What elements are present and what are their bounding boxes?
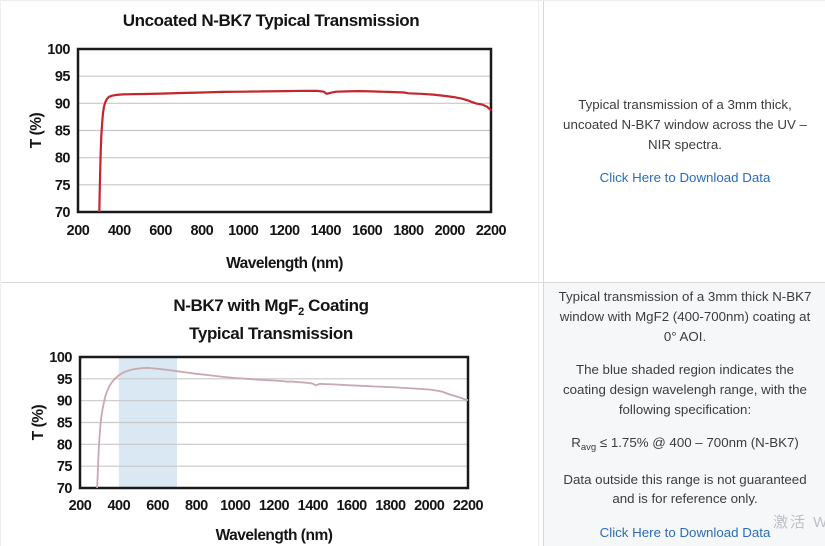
- transmission-curve: [96, 366, 469, 489]
- plot-border: [76, 47, 493, 214]
- y-tick-label: 95: [57, 372, 73, 388]
- y-tick-label: 90: [57, 394, 73, 410]
- coated-description: Typical transmission of a 3mm thick N-BK…: [558, 289, 812, 344]
- uncoated-description: Typical transmission of a 3mm thick, unc…: [563, 97, 807, 152]
- chart-panel-uncoated: Uncoated N-BK7 Typical Transmission 200 4…: [1, 1, 538, 282]
- x-tick-label: 600: [149, 223, 172, 239]
- uncoated-chart-title: Uncoated N-BK7 Typical Transmission: [122, 11, 420, 30]
- x-axis-label: Wavelength (nm): [216, 527, 333, 544]
- plot-border: [78, 355, 470, 490]
- x-tick-label: 200: [69, 498, 92, 514]
- coated-chart-title-line1: N-BK7 with MgF2 Coating: [173, 296, 369, 318]
- activate-windows-watermark: 激活 W: [773, 514, 825, 531]
- subscript-2: 2: [298, 306, 304, 318]
- y-tick-label: 70: [57, 481, 73, 497]
- transmission-curve: [98, 89, 492, 213]
- y-tick-label: 95: [55, 69, 71, 85]
- x-tick-label: 400: [107, 498, 130, 514]
- coating-spec-line: Ravg ≤ 1.75% @ 400 – 700nm (N-BK7): [571, 435, 799, 454]
- y-tick-label: 100: [47, 42, 70, 58]
- vertical-divider-inner: [538, 1, 539, 546]
- y-tick-label: 100: [49, 350, 72, 366]
- x-tick-label: 2200: [476, 223, 507, 239]
- vertical-divider: [543, 1, 544, 546]
- y-axis-label: T (%): [28, 112, 45, 148]
- y-tick-label: 90: [55, 96, 71, 112]
- description-panel-uncoated: Typical transmission of a 3mm thick, unc…: [544, 1, 825, 282]
- avg-subscript: avg: [580, 442, 597, 454]
- y-axis-label: T (%): [30, 404, 47, 440]
- x-tick-label: 400: [108, 223, 131, 239]
- x-tick-label: 800: [185, 498, 208, 514]
- x-tick-label: 1000: [220, 498, 251, 514]
- x-tick-label: 1600: [336, 498, 367, 514]
- y-tick-label: 75: [55, 178, 71, 194]
- coated-shaded-region-note: The blue shaded region indicates the coa…: [563, 362, 807, 417]
- x-tick-label: 1400: [311, 223, 342, 239]
- coated-download-data-link[interactable]: Click Here to Download Data: [599, 524, 771, 540]
- x-tick-label: 1800: [375, 498, 406, 514]
- x-axis-label: Wavelength (nm): [226, 255, 343, 272]
- y-tick-label: 85: [55, 124, 71, 140]
- x-tick-label: 1400: [298, 498, 329, 514]
- coated-transmission-chart: 200 400 600 800 1000 1200 1400 1600 1800 2000 2200…: [30, 350, 484, 544]
- x-tick-label: 1000: [228, 223, 259, 239]
- coated-disclaimer: Data outside this range is not guarantee…: [563, 471, 807, 507]
- description-panel-coated: Typical transmission of a 3mm thick N-BK…: [544, 283, 825, 546]
- x-tick-label: 1600: [352, 223, 383, 239]
- y-tick-label: 75: [57, 459, 73, 475]
- coated-chart-title-line2: Typical Transmission: [189, 324, 353, 343]
- x-tick-label: 1800: [393, 223, 424, 239]
- chart-panel-coated: N-BK7 with MgF2 Coating Typical Transmiss…: [1, 283, 538, 546]
- y-tick-label: 80: [57, 437, 73, 453]
- x-tick-label: 2000: [414, 498, 445, 514]
- x-tick-label: 2000: [435, 223, 466, 239]
- x-tick-label: 200: [67, 223, 90, 239]
- coated-chart-title: N-BK7 with MgF2 Coating Typical Transmiss…: [41, 295, 501, 344]
- uncoated-transmission-chart: 200 400 600 800 1000 1200 1400 1600 1800 2000 2200…: [28, 42, 507, 272]
- y-tick-label: 85: [57, 416, 73, 432]
- uncoated-download-data-link[interactable]: Click Here to Download Data: [599, 170, 771, 186]
- horizontal-divider: [1, 282, 825, 283]
- y-tick-label: 80: [55, 151, 71, 167]
- x-tick-label: 1200: [259, 498, 290, 514]
- x-tick-label: 600: [146, 498, 169, 514]
- x-tick-label: 2200: [453, 498, 484, 514]
- x-tick-label: 800: [191, 223, 214, 239]
- x-tick-label: 1200: [269, 223, 300, 239]
- y-tick-label: 70: [55, 205, 71, 221]
